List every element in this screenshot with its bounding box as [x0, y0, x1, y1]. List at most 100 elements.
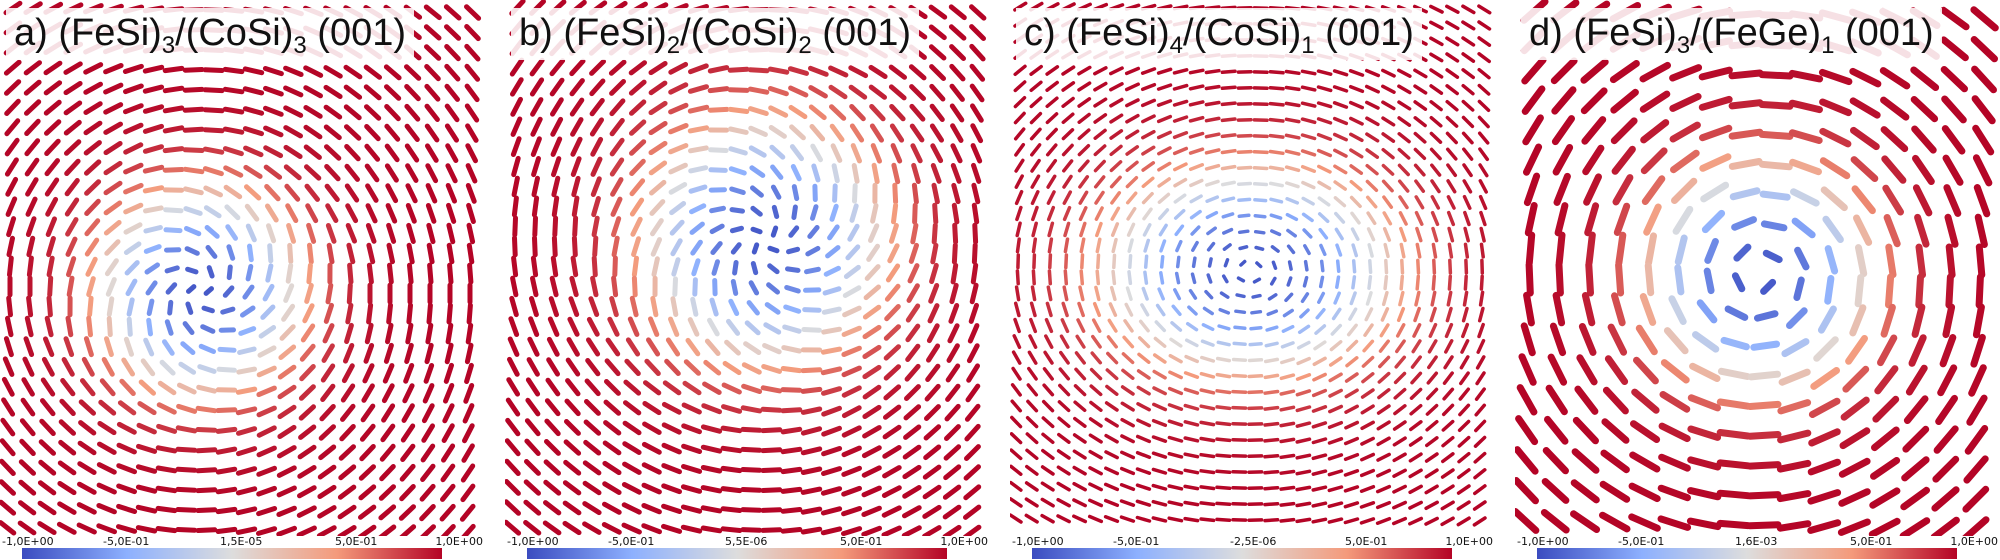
spin-arrow: [682, 380, 702, 396]
spin-arrow: [276, 465, 297, 478]
spin-arrow: [341, 363, 355, 384]
spin-field-d: [1515, 0, 2000, 536]
spin-arrow: [883, 404, 902, 420]
spin-arrow: [1062, 159, 1074, 173]
spin-arrow: [681, 423, 702, 435]
spin-arrow: [1478, 179, 1488, 194]
spin-arrow: [609, 157, 625, 177]
spin-arrow: [465, 322, 474, 345]
spin-arrow: [544, 439, 561, 456]
spin-arrow: [1263, 421, 1280, 427]
spin-arrow: [728, 126, 749, 135]
spin-arrow: [602, 460, 622, 476]
spin-arrow: [1040, 481, 1055, 492]
spin-arrow: [1172, 146, 1189, 156]
spin-arrow: [612, 255, 618, 278]
spin-arrow: [1156, 114, 1173, 124]
spin-arrow: [464, 83, 480, 103]
spin-arrow: [505, 458, 521, 476]
spin-arrow: [610, 177, 624, 197]
spin-arrow: [140, 358, 156, 377]
spin-arrow: [532, 215, 538, 238]
spin-arrow: [358, 464, 376, 481]
spin-arrow: [1300, 69, 1317, 76]
spin-arrow: [883, 324, 901, 341]
spin-arrow: [446, 302, 453, 325]
spin-arrow: [464, 24, 481, 42]
spin-arrow: [968, 302, 979, 324]
spin-arrow: [156, 423, 178, 434]
spin-arrow: [6, 235, 15, 258]
spin-arrow: [1043, 350, 1054, 365]
spin-arrow: [881, 485, 902, 498]
spin-arrow: [1152, 402, 1168, 412]
spin-arrow: [344, 183, 360, 203]
spin-arrow: [47, 275, 54, 298]
spin-arrow: [317, 464, 337, 480]
spin-arrow: [668, 316, 680, 337]
spin-arrow: [384, 84, 402, 101]
spin-arrow: [347, 262, 354, 285]
spin-arrow: [1025, 415, 1039, 429]
spin-arrow: [1819, 157, 1851, 180]
spin-arrow: [510, 136, 522, 157]
spin-arrow: [902, 464, 922, 480]
spin-arrow: [359, 444, 376, 462]
spin-arrow: [1942, 154, 1964, 186]
spin-arrow: [1657, 484, 1691, 502]
spin-arrow: [399, 463, 416, 482]
panel-d: d) (FeSi)3/(FeGe)1 (001) -1,0E+00 -5,0E-…: [1515, 0, 2000, 560]
spin-arrow: [1461, 20, 1476, 31]
spin-arrow: [526, 357, 540, 377]
colorbar-tick: 1,6E-03: [1735, 535, 1778, 548]
spin-arrow: [549, 275, 559, 298]
spin-arrow: [1328, 372, 1343, 383]
spin-arrow: [767, 263, 780, 275]
spin-arrow: [1284, 101, 1301, 108]
spin-arrow: [1284, 117, 1301, 124]
spin-arrow: [346, 242, 356, 265]
spin-arrow: [1263, 437, 1280, 443]
spin-arrow: [39, 418, 56, 436]
spin-arrow: [184, 246, 200, 256]
spin-arrow: [1375, 500, 1392, 510]
spin-arrow: [740, 467, 763, 473]
spin-arrow: [381, 403, 396, 423]
spin-arrow: [1473, 484, 1487, 496]
spin-arrow: [1183, 500, 1200, 507]
spin-arrow: [828, 65, 849, 78]
spin-arrow: [1091, 334, 1102, 349]
spin-arrow: [809, 124, 826, 142]
spin-arrow: [1220, 117, 1237, 123]
spin-arrow: [942, 484, 962, 500]
spin-arrow: [38, 439, 56, 456]
spin-arrow: [750, 185, 764, 198]
spin-arrow: [1716, 489, 1752, 500]
spin-arrow: [544, 418, 561, 437]
spin-arrow: [570, 255, 579, 278]
spin-arrow: [1660, 359, 1690, 384]
spin-arrow: [569, 78, 585, 97]
spin-arrow: [1056, 449, 1071, 460]
spin-arrow: [611, 235, 620, 258]
spin-arrow: [791, 184, 800, 201]
spin-arrow: [529, 57, 545, 77]
spin-arrow: [81, 356, 95, 377]
spin-arrow: [283, 283, 295, 303]
spin-arrow: [83, 81, 103, 95]
spin-arrow: [909, 103, 926, 122]
spin-arrow: [722, 360, 742, 376]
spin-arrow: [1029, 80, 1043, 93]
spin-arrow: [1382, 195, 1394, 209]
spin-arrow: [823, 265, 841, 277]
spin-arrow: [1280, 341, 1295, 349]
spin-arrow: [589, 59, 606, 76]
spin-arrow: [1376, 468, 1392, 478]
spin-arrow: [1204, 289, 1214, 300]
spin-arrow: [1410, 371, 1423, 385]
spin-arrow: [1478, 194, 1488, 211]
spin-arrow: [848, 65, 869, 79]
spin-arrow: [590, 156, 603, 177]
spin-arrow: [1, 376, 15, 397]
spin-arrow: [143, 337, 155, 357]
